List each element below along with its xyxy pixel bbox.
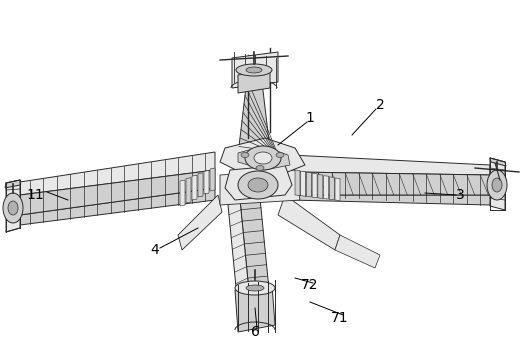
Text: 2: 2: [375, 98, 384, 112]
Polygon shape: [312, 173, 317, 198]
Polygon shape: [490, 158, 505, 210]
Ellipse shape: [8, 201, 18, 215]
Polygon shape: [6, 180, 20, 232]
Ellipse shape: [246, 67, 262, 73]
Polygon shape: [178, 195, 222, 250]
Text: 1: 1: [305, 111, 314, 125]
Ellipse shape: [245, 146, 281, 170]
Polygon shape: [198, 173, 203, 197]
Ellipse shape: [238, 171, 278, 199]
Polygon shape: [180, 180, 185, 206]
Polygon shape: [329, 177, 335, 200]
Text: 6: 6: [251, 325, 260, 339]
Polygon shape: [228, 200, 252, 328]
Ellipse shape: [487, 170, 507, 200]
Polygon shape: [295, 172, 492, 195]
Text: 11: 11: [26, 188, 44, 202]
Ellipse shape: [492, 178, 502, 192]
Ellipse shape: [241, 152, 249, 157]
Polygon shape: [20, 188, 215, 225]
Polygon shape: [192, 175, 197, 200]
Polygon shape: [335, 178, 340, 201]
Polygon shape: [20, 170, 215, 215]
Ellipse shape: [256, 165, 264, 171]
Polygon shape: [186, 178, 191, 203]
Text: 72: 72: [301, 278, 319, 292]
Ellipse shape: [235, 281, 275, 295]
Polygon shape: [323, 176, 329, 199]
Polygon shape: [238, 70, 270, 93]
Polygon shape: [238, 146, 290, 170]
Ellipse shape: [254, 152, 272, 164]
Polygon shape: [220, 170, 300, 205]
Polygon shape: [295, 170, 300, 195]
Ellipse shape: [248, 178, 268, 192]
Ellipse shape: [276, 152, 284, 157]
Polygon shape: [278, 195, 340, 250]
Polygon shape: [225, 165, 292, 200]
Ellipse shape: [236, 64, 272, 76]
Text: 3: 3: [456, 188, 465, 202]
Ellipse shape: [3, 193, 23, 223]
Polygon shape: [204, 171, 209, 194]
Polygon shape: [20, 152, 215, 195]
Polygon shape: [238, 65, 270, 155]
Polygon shape: [238, 150, 280, 163]
Polygon shape: [290, 195, 492, 205]
Polygon shape: [235, 285, 275, 332]
Polygon shape: [220, 138, 305, 175]
Polygon shape: [301, 171, 306, 196]
Polygon shape: [318, 174, 323, 198]
Polygon shape: [290, 155, 490, 175]
Polygon shape: [490, 158, 506, 166]
Ellipse shape: [246, 285, 264, 291]
Polygon shape: [232, 52, 278, 88]
Polygon shape: [240, 198, 272, 322]
Polygon shape: [335, 235, 380, 268]
Polygon shape: [306, 172, 311, 197]
Polygon shape: [210, 168, 215, 191]
Text: 71: 71: [331, 311, 349, 325]
Polygon shape: [5, 180, 20, 188]
Text: 4: 4: [151, 243, 159, 257]
